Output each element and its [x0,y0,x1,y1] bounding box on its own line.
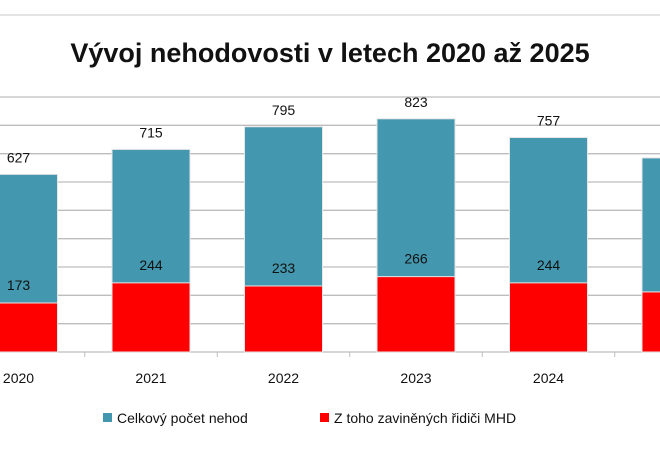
legend-swatch [320,413,329,422]
legend-label: Z toho zaviněných řidiči MHD [334,410,516,426]
legend-swatch [103,413,112,422]
x-tick-label: 2022 [268,370,299,386]
bar-mhd [509,282,588,353]
bar-mhd [111,282,191,353]
legend-label: Celkový počet nehod [117,410,248,426]
data-label: 715 [139,124,163,140]
data-label: 795 [272,102,296,118]
data-label: 266 [404,251,428,267]
bar-mhd [244,285,323,353]
x-tick-label: 2021 [135,370,166,386]
bar-mhd [0,302,58,353]
bar-mhd [376,276,456,353]
data-label: 627 [7,149,31,165]
data-label: 233 [272,260,296,276]
data-label: 244 [139,257,163,273]
data-label: 244 [537,257,561,273]
x-tick-label: 2023 [400,370,431,386]
x-tick-label: 2024 [533,370,564,386]
data-label: 173 [7,277,31,293]
bar-mhd [641,291,660,353]
data-label: 757 [537,113,561,129]
x-tick-label: 2020 [3,370,34,386]
chart-title: Vývoj nehodovosti v letech 2020 až 2025 [70,38,589,68]
data-label: 823 [404,94,428,110]
